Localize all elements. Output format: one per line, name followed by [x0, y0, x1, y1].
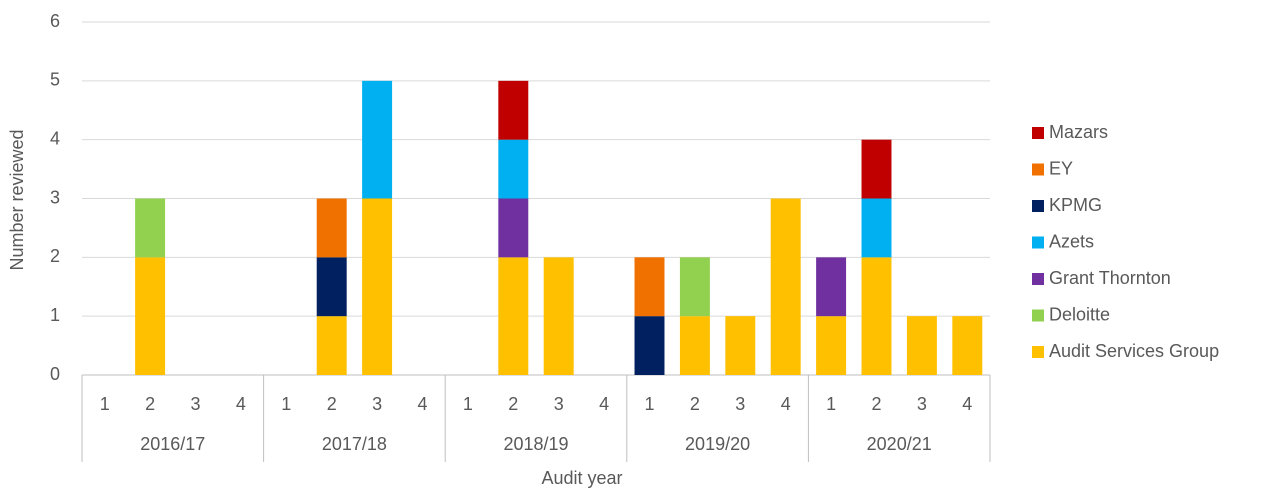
bar-segment — [498, 80, 529, 140]
legend-label: EY — [1049, 158, 1073, 178]
x-tick-label: 1 — [644, 394, 654, 414]
x-tick-label: 4 — [599, 394, 609, 414]
y-tick-label: 0 — [50, 364, 60, 384]
x-tick-label: 3 — [190, 394, 200, 414]
legend-swatch — [1032, 346, 1044, 358]
bar-segment — [498, 139, 529, 199]
x-tick-label: 3 — [554, 394, 564, 414]
x-tick-label: 4 — [236, 394, 246, 414]
bar-segment — [816, 316, 847, 375]
legend-label: KPMG — [1049, 195, 1102, 215]
bar-segment — [634, 316, 665, 375]
bar-segment — [316, 257, 347, 317]
group-label: 2019/20 — [685, 434, 750, 454]
bar-segment — [135, 198, 166, 258]
bar-segment — [498, 198, 529, 258]
bar-segment — [861, 198, 892, 258]
bar-segment — [634, 257, 665, 317]
bar-segment — [725, 316, 756, 375]
legend-label: Azets — [1049, 231, 1094, 251]
x-tick-label: 3 — [917, 394, 927, 414]
y-tick-label: 1 — [50, 305, 60, 325]
group-label: 2020/21 — [867, 434, 932, 454]
x-tick-label: 3 — [735, 394, 745, 414]
bar-segment — [135, 257, 166, 375]
x-tick-label: 2 — [508, 394, 518, 414]
legend-swatch — [1032, 200, 1044, 212]
y-tick-label: 6 — [50, 11, 60, 31]
bar-segment — [498, 257, 529, 375]
bar-segment — [679, 257, 710, 317]
group-label: 2017/18 — [322, 434, 387, 454]
x-tick-label: 1 — [826, 394, 836, 414]
x-tick-label: 1 — [281, 394, 291, 414]
bar-segment — [362, 80, 393, 199]
bar-segment — [906, 316, 937, 375]
legend-label: Audit Services Group — [1049, 341, 1219, 361]
legend-swatch — [1032, 273, 1044, 285]
bar-segment — [316, 198, 347, 258]
bar-segment — [952, 316, 983, 375]
x-tick-label: 2 — [871, 394, 881, 414]
x-tick-label: 2 — [145, 394, 155, 414]
group-label: 2018/19 — [503, 434, 568, 454]
y-tick-label: 4 — [50, 128, 60, 148]
legend-swatch — [1032, 236, 1044, 249]
legend-swatch — [1032, 127, 1044, 139]
x-tick-label: 1 — [463, 394, 473, 414]
y-tick-label: 5 — [50, 70, 60, 90]
bar-segment — [861, 139, 892, 199]
x-tick-label: 2 — [690, 394, 700, 414]
x-axis-title: Audit year — [541, 468, 622, 488]
x-tick-label: 4 — [781, 394, 791, 414]
legend-label: Grant Thornton — [1049, 268, 1171, 288]
legend-label: Mazars — [1049, 122, 1108, 142]
x-tick-label: 4 — [962, 394, 972, 414]
legend-swatch — [1032, 163, 1044, 176]
group-label: 2016/17 — [140, 434, 205, 454]
x-tick-label: 3 — [372, 394, 382, 414]
bar-segment — [861, 257, 892, 375]
y-axis-title: Number reviewed — [7, 129, 27, 270]
bar-segment — [543, 257, 574, 375]
bar-segment — [770, 198, 801, 375]
bar-segment — [679, 316, 710, 375]
y-tick-label: 3 — [50, 187, 60, 207]
x-tick-label: 4 — [417, 394, 427, 414]
legend-swatch — [1032, 309, 1044, 322]
x-tick-label: 1 — [100, 394, 110, 414]
bar-segment — [816, 257, 847, 317]
y-tick-label: 2 — [50, 246, 60, 266]
bar-segment — [362, 198, 393, 375]
legend-label: Deloitte — [1049, 304, 1110, 324]
x-tick-label: 2 — [327, 394, 337, 414]
bar-segment — [316, 316, 347, 375]
